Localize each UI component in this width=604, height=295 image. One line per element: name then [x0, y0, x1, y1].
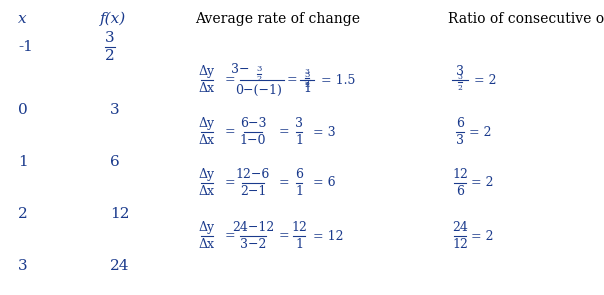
- Text: 12: 12: [291, 221, 307, 234]
- Text: Ratio of consecutive outputs: Ratio of consecutive outputs: [448, 12, 604, 26]
- Text: 6: 6: [295, 168, 303, 181]
- Text: =: =: [279, 230, 290, 242]
- Text: Δx: Δx: [199, 134, 215, 147]
- Text: 3: 3: [256, 65, 262, 73]
- Text: 12: 12: [110, 207, 129, 221]
- Text: 3: 3: [110, 103, 120, 117]
- Text: 2: 2: [458, 83, 463, 91]
- Text: 1: 1: [295, 134, 303, 147]
- Text: Δy: Δy: [199, 168, 215, 181]
- Text: = 2: = 2: [469, 125, 491, 138]
- Text: 0−(−1): 0−(−1): [236, 84, 283, 97]
- Text: 6: 6: [110, 155, 120, 169]
- Text: 0: 0: [18, 103, 28, 117]
- Text: = 12: = 12: [313, 230, 344, 242]
- Text: 6: 6: [456, 117, 464, 130]
- Text: Δx: Δx: [199, 238, 215, 251]
- Text: -1: -1: [18, 40, 33, 54]
- Text: 2: 2: [105, 49, 115, 63]
- Text: 12: 12: [452, 168, 468, 181]
- Text: =: =: [279, 125, 290, 138]
- Text: 3: 3: [18, 259, 28, 273]
- Text: Δx: Δx: [199, 82, 215, 95]
- Text: =: =: [225, 73, 236, 86]
- Text: Δy: Δy: [199, 221, 215, 234]
- Text: 3: 3: [105, 31, 115, 45]
- Text: 1: 1: [295, 238, 303, 251]
- Text: =: =: [279, 176, 290, 189]
- Text: = 3: = 3: [313, 125, 336, 138]
- Text: 3: 3: [304, 71, 310, 79]
- Text: =: =: [225, 176, 236, 189]
- Text: 2−1: 2−1: [240, 185, 266, 198]
- Text: =: =: [287, 73, 298, 86]
- Text: Δx: Δx: [199, 185, 215, 198]
- Text: 3−2: 3−2: [240, 238, 266, 251]
- Text: = 2: = 2: [471, 176, 493, 189]
- Text: = 1.5: = 1.5: [321, 73, 355, 86]
- Text: =: =: [225, 230, 236, 242]
- Text: 24: 24: [452, 221, 468, 234]
- Text: x: x: [18, 12, 27, 26]
- Text: 24−12: 24−12: [232, 221, 274, 234]
- Text: 1: 1: [18, 155, 28, 169]
- Text: 3: 3: [457, 73, 463, 81]
- Text: 2: 2: [304, 81, 310, 89]
- Text: 12: 12: [452, 238, 468, 251]
- Text: 1: 1: [295, 185, 303, 198]
- Text: 3−: 3−: [231, 63, 249, 76]
- Text: 3: 3: [456, 65, 464, 78]
- Text: 24: 24: [110, 259, 129, 273]
- Text: Average rate of change: Average rate of change: [195, 12, 360, 26]
- Text: Δy: Δy: [199, 117, 215, 130]
- Text: = 2: = 2: [474, 73, 496, 86]
- Text: 6: 6: [456, 185, 464, 198]
- Text: 12−6: 12−6: [236, 168, 270, 181]
- Text: 3: 3: [456, 134, 464, 147]
- Text: 2: 2: [18, 207, 28, 221]
- Text: f(x): f(x): [100, 12, 126, 26]
- Text: = 2: = 2: [471, 230, 493, 242]
- Text: 6−3: 6−3: [240, 117, 266, 130]
- Text: 1−0: 1−0: [240, 134, 266, 147]
- Text: Δy: Δy: [199, 65, 215, 78]
- Text: 3: 3: [304, 68, 309, 76]
- Text: = 6: = 6: [313, 176, 336, 189]
- Text: 1: 1: [303, 83, 311, 96]
- Text: 2: 2: [304, 78, 309, 87]
- Text: 3: 3: [295, 117, 303, 130]
- Text: =: =: [225, 125, 236, 138]
- Text: 2: 2: [256, 76, 262, 83]
